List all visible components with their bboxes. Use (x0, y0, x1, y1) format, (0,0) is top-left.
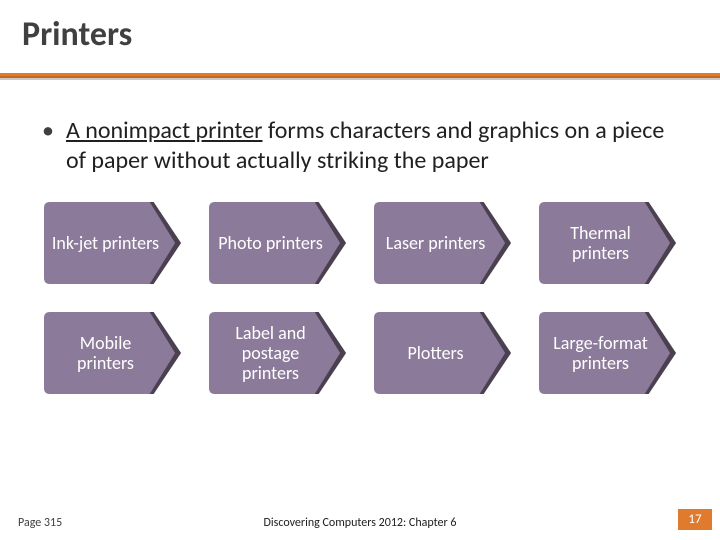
printer-type-label: Photo printers (218, 233, 323, 253)
printer-type-shape: Label and postage printers (209, 312, 346, 394)
printer-type-shape: Large-format printers (539, 312, 676, 394)
bullet-item: • A nonimpact printer forms characters a… (42, 116, 678, 176)
printer-type-shape: Laser printers (374, 202, 511, 284)
printer-type-label: Plotters (407, 343, 463, 363)
printer-type-label: Large-format printers (545, 333, 656, 373)
page-reference: Page 315 (18, 516, 62, 530)
page-number: 17 (678, 509, 712, 530)
slide-footer: Page 315 Discovering Computers 2012: Cha… (0, 509, 720, 530)
source-citation: Discovering Computers 2012: Chapter 6 (264, 516, 457, 530)
slide-body: • A nonimpact printer forms characters a… (0, 80, 720, 394)
printer-type-label: Mobile printers (50, 333, 161, 373)
printer-type-shape: Photo printers (209, 202, 346, 284)
printer-type-shape: Plotters (374, 312, 511, 394)
printer-type-label: Label and postage printers (215, 323, 326, 383)
printer-type-label: Laser printers (386, 233, 485, 253)
bullet-underlined: A nonimpact printer (66, 116, 263, 145)
bullet-marker: • (42, 116, 54, 146)
printer-type-label: Thermal printers (545, 223, 656, 263)
printer-type-shape: Mobile printers (44, 312, 181, 394)
slide-title: Printers (0, 0, 720, 55)
printer-type-shape: Ink-jet printers (44, 202, 181, 284)
printer-grid: Ink-jet printers Photo printers Laser prin… (42, 202, 678, 394)
bullet-text: A nonimpact printer forms characters and… (66, 116, 678, 176)
printer-type-shape: Thermal printers (539, 202, 676, 284)
printer-type-label: Ink-jet printers (52, 233, 159, 253)
